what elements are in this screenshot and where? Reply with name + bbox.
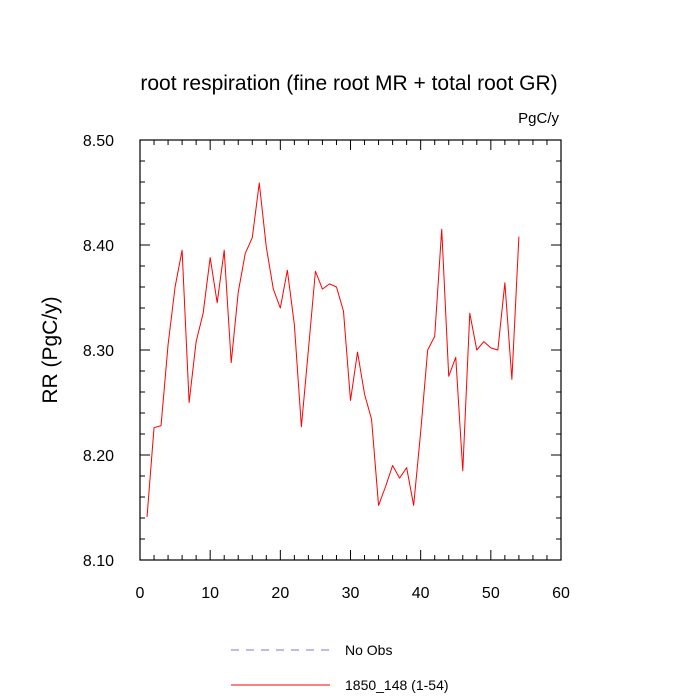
x-tick-label: 0 bbox=[136, 585, 145, 602]
axes: 0 10 20 30 40 50 60 8.10 8.20 8.30 8.40 8.50 bbox=[83, 133, 570, 602]
x-tick-label: 50 bbox=[482, 585, 500, 602]
x-tick-label: 30 bbox=[342, 585, 360, 602]
y-tick-label: 8.30 bbox=[83, 343, 114, 360]
y-axis-title: RR (PgC/y) bbox=[39, 296, 62, 403]
y-tick-label: 8.50 bbox=[83, 133, 114, 150]
legend-label: 1850_148 (1-54) bbox=[345, 677, 449, 693]
y-tick-label: 8.40 bbox=[83, 238, 114, 255]
y-tick-label: 8.20 bbox=[83, 448, 114, 465]
x-tick-label: 10 bbox=[201, 585, 219, 602]
series-line bbox=[146, 182, 520, 517]
x-tick-label: 20 bbox=[271, 585, 289, 602]
x-tick-label: 40 bbox=[412, 585, 430, 602]
y-tick-label: 8.10 bbox=[83, 553, 114, 570]
x-tick-label: 60 bbox=[552, 585, 570, 602]
units-label: PgC/y bbox=[518, 110, 559, 127]
legend-label: No Obs bbox=[345, 642, 392, 658]
chart-title: root respiration (fine root MR + total r… bbox=[140, 72, 557, 95]
legend: No Obs 1850_148 (1-54) bbox=[231, 642, 449, 693]
plot-area bbox=[146, 182, 520, 517]
